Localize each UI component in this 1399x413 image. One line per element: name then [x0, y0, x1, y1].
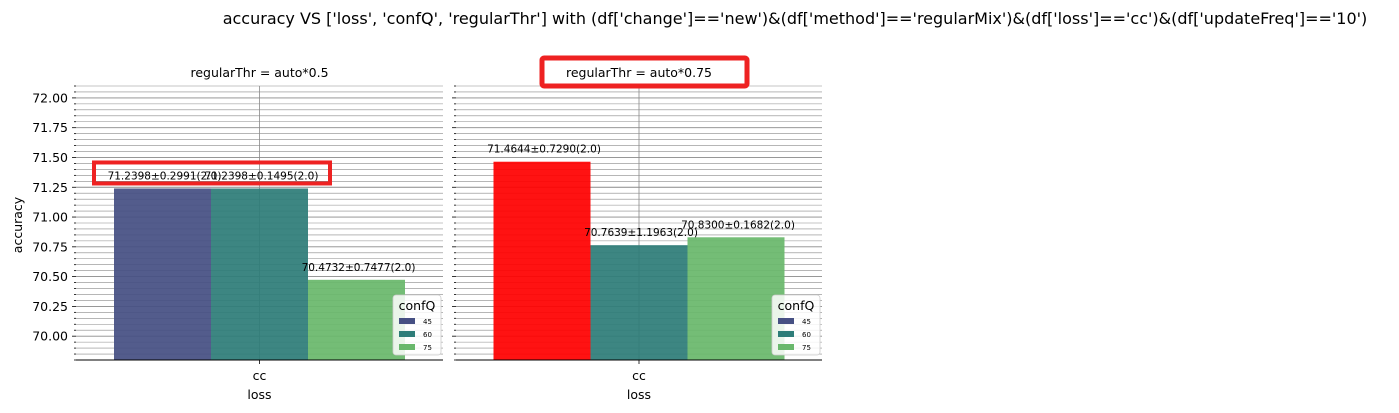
highlight-box-labels: [92, 160, 332, 186]
legend-swatch-60: [399, 331, 415, 337]
x-axis-label: loss: [627, 387, 651, 402]
legend-swatch-45: [778, 318, 794, 324]
subplot-title: regularThr = auto*0.5: [190, 65, 328, 80]
bar-value-label: 71.4644±0.7290(2.0): [487, 144, 601, 156]
legend-swatch-75: [778, 344, 794, 350]
bar-value-label: 70.8300±0.1682(2.0): [681, 219, 795, 231]
legend-label-75: 75: [802, 344, 811, 352]
bar-value-label: 71.2398±0.2991(2.0): [108, 170, 222, 182]
bar-confq-60: [211, 188, 308, 360]
legend: confQ 45 60 75: [771, 294, 821, 356]
y-tick-label: 71.00: [32, 210, 68, 225]
y-tick-label: 70.50: [32, 269, 68, 284]
subplots: 70.00 70.25 70.50 70.75 71.00 71.25 71.50 71.75…: [10, 55, 822, 402]
bar-value-label: 70.7639±1.1963(2.0): [584, 227, 698, 239]
legend-label-75: 75: [423, 344, 432, 352]
legend-label-60: 60: [423, 331, 432, 339]
bar-value-label: 70.4732±0.7477(2.0): [302, 262, 416, 274]
legend-frame: [392, 294, 442, 356]
y-tick-label: 70.75: [32, 239, 68, 254]
x-axis-label: loss: [247, 387, 271, 402]
legend-label-45: 45: [802, 318, 811, 326]
subplot-title: regularThr = auto*0.75: [566, 65, 712, 80]
bar-confq-45: [114, 188, 211, 360]
legend-frame: [771, 294, 821, 356]
highlight-box-title: [539, 55, 750, 89]
legend-swatch-60: [778, 331, 794, 337]
legend-title: confQ: [399, 298, 436, 313]
bar-confq-75: [687, 237, 785, 360]
figure-title: accuracy VS ['loss', 'confQ', 'regularTh…: [223, 9, 1368, 28]
legend-title: confQ: [778, 298, 815, 313]
subplot-1: 70.00 70.25 70.50 70.75 71.00 71.25 71.50 71.75…: [10, 65, 443, 402]
y-tick-label: 72.00: [32, 90, 68, 105]
legend-swatch-45: [399, 318, 415, 324]
y-tick-label: 71.25: [32, 180, 68, 195]
x-tick-label: cc: [253, 368, 267, 383]
bar-confq-45: [493, 161, 591, 360]
bar-confq-75: [308, 279, 405, 360]
legend-label-45: 45: [423, 318, 432, 326]
y-tick-label: 71.50: [32, 150, 68, 165]
y-axis-label: accuracy: [10, 196, 25, 253]
bar-value-label: 71.2398±0.1495(2.0): [205, 170, 319, 182]
bar-confq-60: [590, 245, 688, 360]
x-tick-label: cc: [632, 368, 646, 383]
legend-swatch-75: [399, 344, 415, 350]
y-tick-label: 70.00: [32, 329, 68, 344]
y-tick-label: 70.25: [32, 299, 68, 314]
legend: confQ 45 60 75: [392, 294, 442, 356]
legend-label-60: 60: [802, 331, 811, 339]
y-tick-label: 71.75: [32, 120, 68, 135]
subplot-2: 71.4644±0.7290(2.0) 70.7639±1.1963(2.0)70…: [452, 55, 822, 402]
